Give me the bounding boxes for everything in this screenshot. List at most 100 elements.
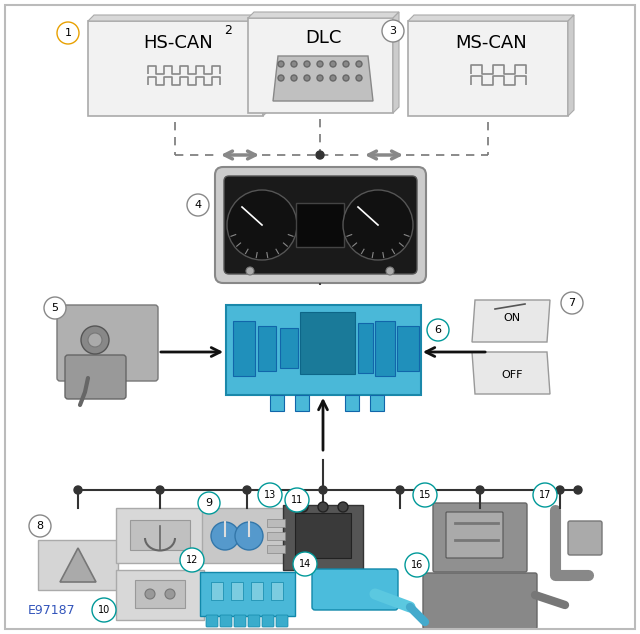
FancyBboxPatch shape	[433, 503, 527, 572]
FancyBboxPatch shape	[295, 395, 309, 411]
Text: HS-CAN: HS-CAN	[143, 34, 213, 52]
Circle shape	[74, 486, 82, 494]
Polygon shape	[472, 300, 550, 342]
FancyBboxPatch shape	[88, 21, 263, 116]
Circle shape	[356, 75, 362, 81]
FancyBboxPatch shape	[375, 321, 395, 376]
Circle shape	[211, 522, 239, 550]
Circle shape	[278, 75, 284, 81]
Circle shape	[304, 75, 310, 81]
FancyBboxPatch shape	[262, 615, 274, 627]
Circle shape	[476, 486, 484, 494]
Circle shape	[317, 75, 323, 81]
Text: 7: 7	[568, 298, 575, 308]
Circle shape	[556, 486, 564, 494]
Circle shape	[319, 486, 327, 494]
Polygon shape	[88, 15, 269, 21]
Circle shape	[81, 326, 109, 354]
Circle shape	[317, 61, 323, 67]
Text: 5: 5	[51, 303, 58, 313]
Circle shape	[243, 486, 251, 494]
Polygon shape	[408, 15, 574, 21]
FancyBboxPatch shape	[408, 21, 568, 116]
Circle shape	[318, 502, 328, 512]
Text: ON: ON	[504, 313, 520, 323]
FancyBboxPatch shape	[423, 573, 537, 629]
Circle shape	[382, 20, 404, 42]
FancyBboxPatch shape	[116, 570, 204, 620]
FancyBboxPatch shape	[280, 328, 298, 368]
Polygon shape	[60, 548, 96, 582]
Circle shape	[561, 292, 583, 314]
Circle shape	[304, 61, 310, 67]
FancyBboxPatch shape	[233, 321, 255, 376]
FancyBboxPatch shape	[202, 508, 292, 563]
Polygon shape	[263, 15, 269, 116]
Circle shape	[145, 589, 155, 599]
Circle shape	[574, 486, 582, 494]
FancyBboxPatch shape	[231, 582, 243, 600]
FancyBboxPatch shape	[38, 540, 118, 590]
Circle shape	[291, 61, 297, 67]
Circle shape	[427, 319, 449, 341]
FancyBboxPatch shape	[296, 203, 344, 247]
FancyBboxPatch shape	[248, 615, 260, 627]
FancyBboxPatch shape	[446, 512, 503, 558]
Circle shape	[180, 548, 204, 572]
FancyBboxPatch shape	[568, 521, 602, 555]
Text: 1: 1	[65, 28, 72, 38]
FancyBboxPatch shape	[135, 580, 185, 608]
Text: MS-CAN: MS-CAN	[455, 34, 527, 52]
Circle shape	[29, 515, 51, 537]
FancyBboxPatch shape	[267, 519, 285, 527]
FancyBboxPatch shape	[370, 395, 384, 411]
Text: 13: 13	[264, 490, 276, 500]
Text: 11: 11	[291, 495, 303, 505]
Circle shape	[156, 486, 164, 494]
FancyBboxPatch shape	[226, 305, 421, 395]
Text: 15: 15	[419, 490, 431, 500]
Circle shape	[405, 553, 429, 577]
Circle shape	[338, 502, 348, 512]
FancyBboxPatch shape	[251, 582, 263, 600]
Circle shape	[278, 61, 284, 67]
FancyBboxPatch shape	[234, 615, 246, 627]
Text: 2: 2	[224, 23, 232, 37]
Circle shape	[298, 502, 308, 512]
Circle shape	[291, 75, 297, 81]
FancyBboxPatch shape	[270, 395, 284, 411]
FancyBboxPatch shape	[65, 355, 126, 399]
Text: E97187: E97187	[28, 604, 76, 616]
Circle shape	[235, 522, 263, 550]
Text: 4: 4	[195, 200, 202, 210]
FancyBboxPatch shape	[215, 167, 426, 283]
Polygon shape	[273, 56, 373, 101]
Text: 10: 10	[98, 605, 110, 615]
Polygon shape	[393, 12, 399, 113]
Text: 6: 6	[435, 325, 442, 335]
FancyBboxPatch shape	[271, 582, 283, 600]
Polygon shape	[568, 15, 574, 116]
FancyBboxPatch shape	[300, 312, 355, 374]
Circle shape	[57, 22, 79, 44]
Circle shape	[227, 190, 297, 260]
Circle shape	[258, 483, 282, 507]
Text: 3: 3	[390, 26, 397, 36]
Text: 17: 17	[539, 490, 551, 500]
Text: 16: 16	[411, 560, 423, 570]
FancyBboxPatch shape	[312, 569, 398, 610]
FancyBboxPatch shape	[267, 532, 285, 540]
FancyBboxPatch shape	[220, 615, 232, 627]
FancyBboxPatch shape	[283, 505, 363, 570]
Circle shape	[396, 486, 404, 494]
FancyBboxPatch shape	[258, 326, 276, 371]
Text: DLC: DLC	[305, 29, 341, 47]
Circle shape	[92, 598, 116, 622]
Circle shape	[187, 194, 209, 216]
Circle shape	[330, 61, 336, 67]
FancyBboxPatch shape	[57, 305, 158, 381]
FancyBboxPatch shape	[345, 395, 359, 411]
FancyBboxPatch shape	[358, 323, 373, 373]
FancyBboxPatch shape	[267, 545, 285, 553]
Circle shape	[88, 333, 102, 347]
